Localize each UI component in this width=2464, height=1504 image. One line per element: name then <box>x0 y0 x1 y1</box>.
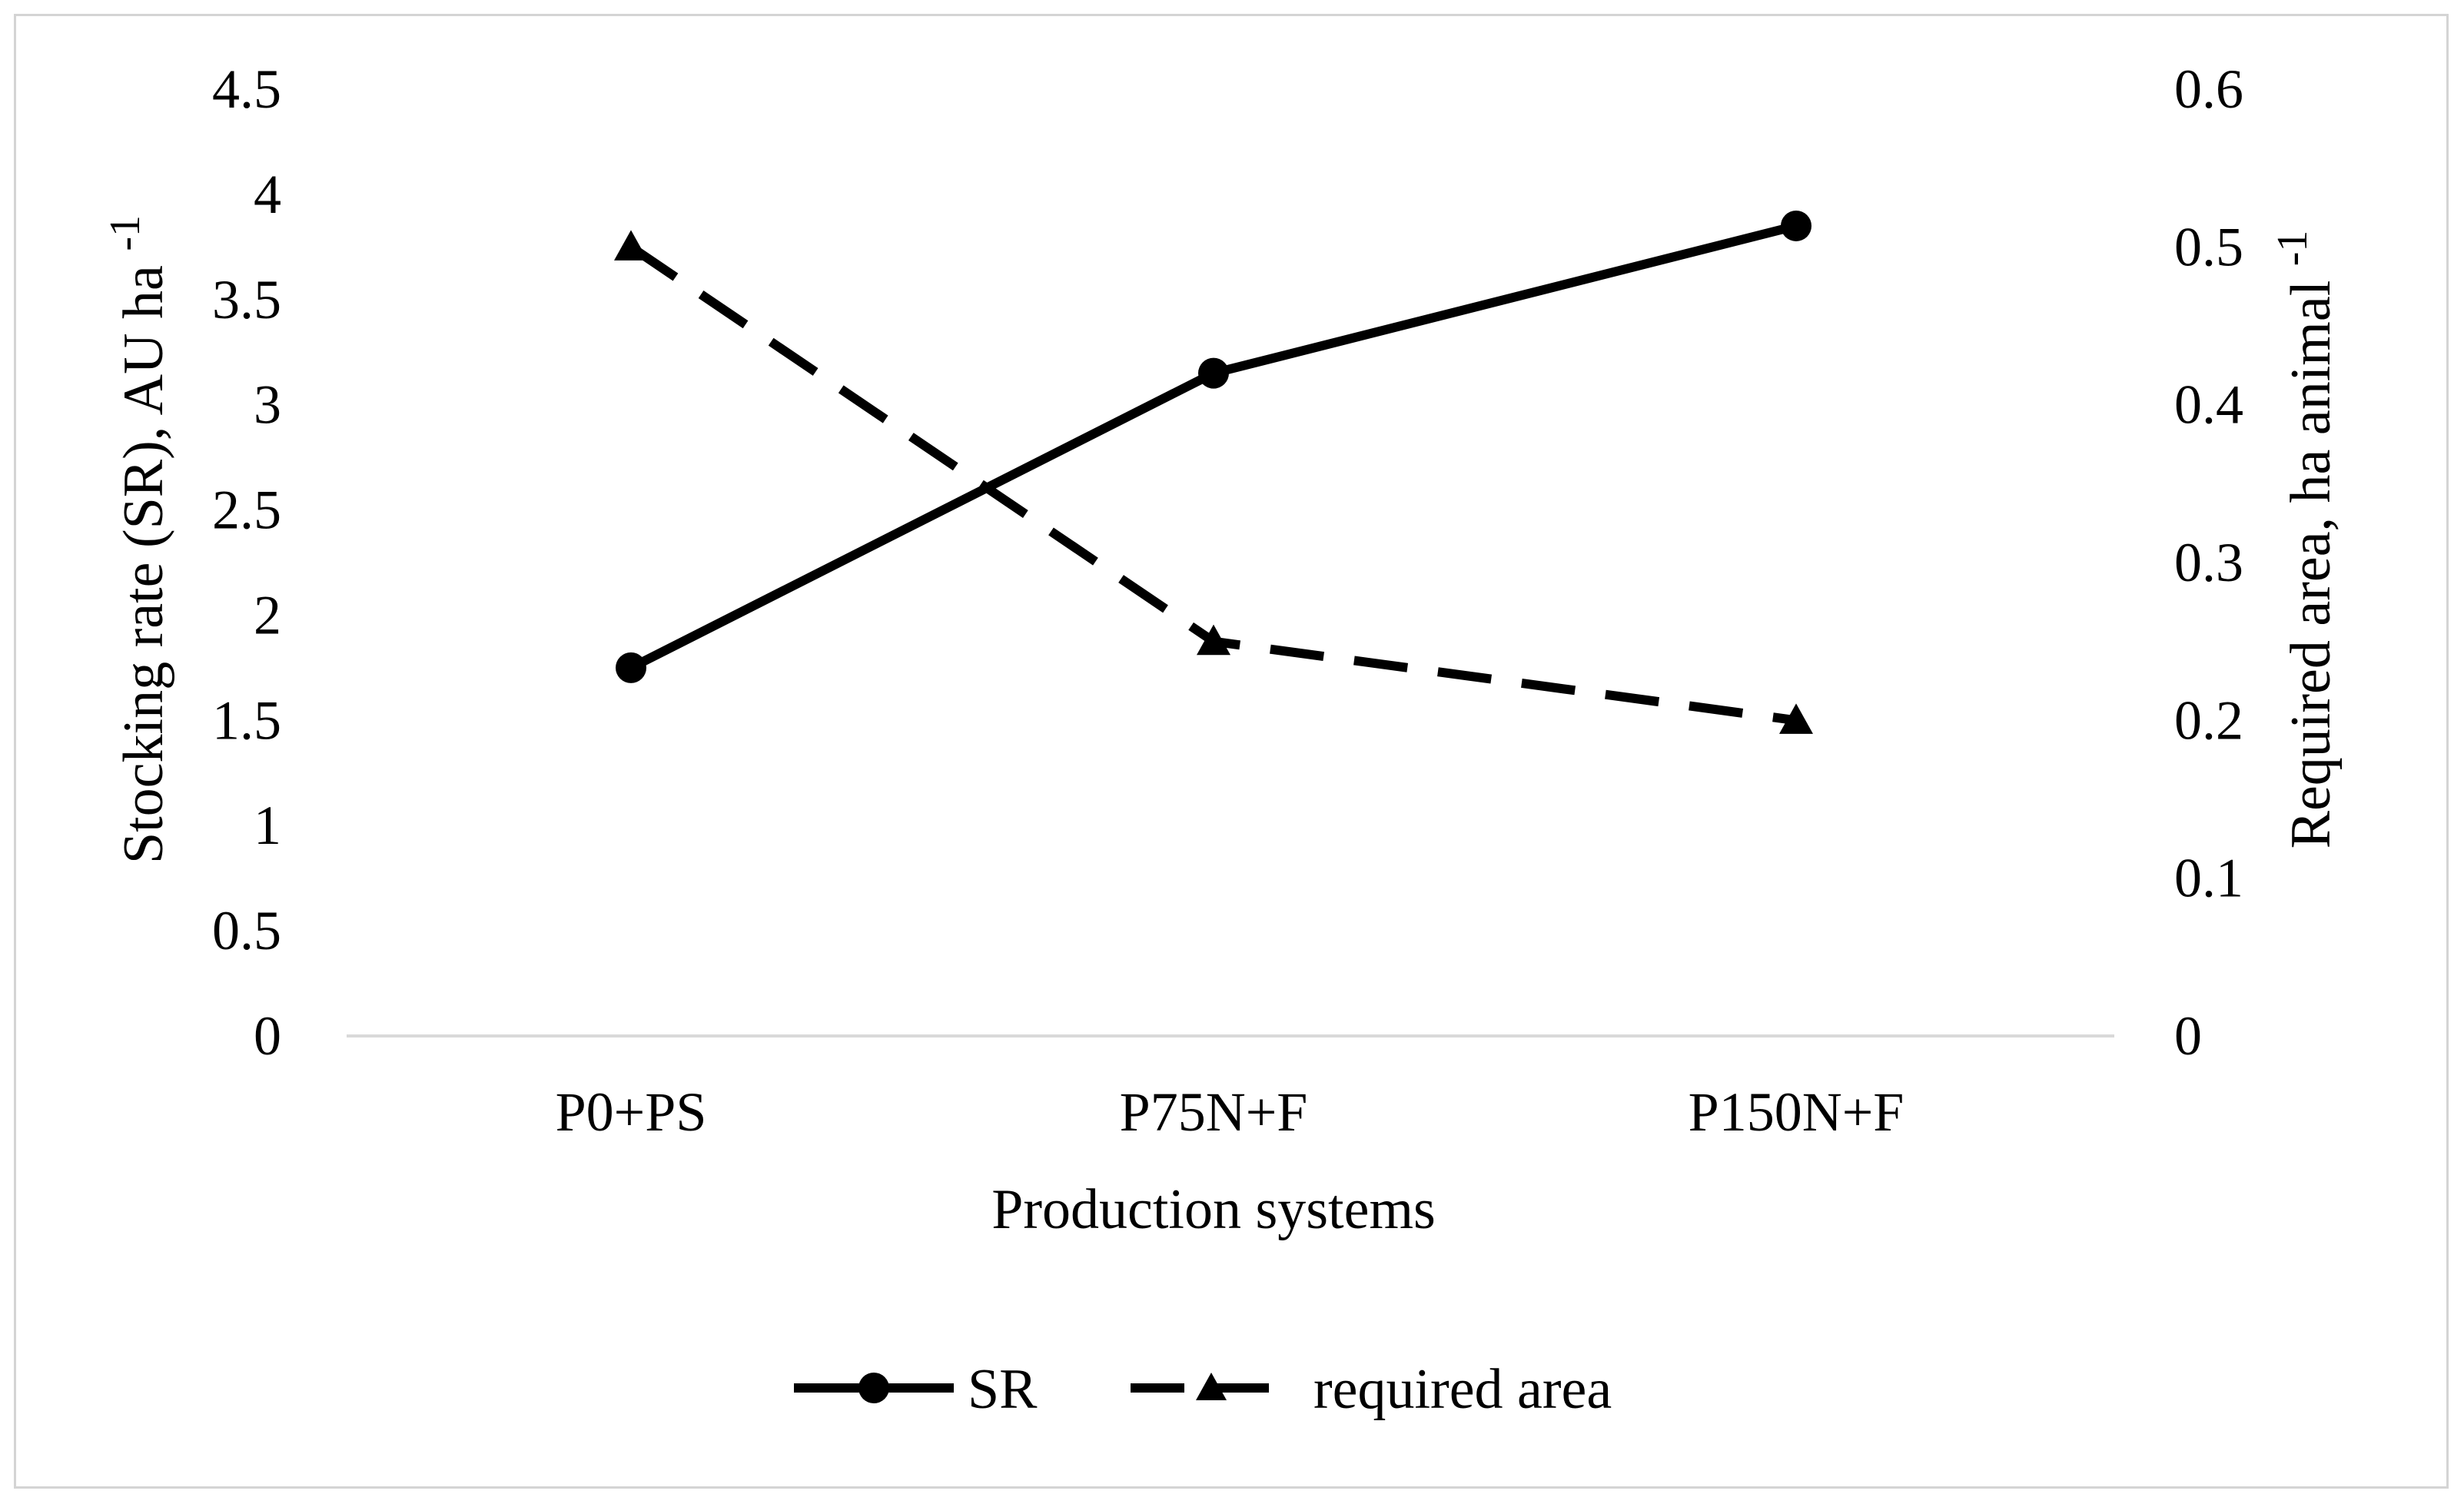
left-y-tick-label: 2 <box>254 584 281 646</box>
right-y-axis-title-main: Required area, ha animal <box>2280 281 2343 849</box>
left-y-axis-title: Stocking rate (SR), AU ha -1 <box>101 215 175 864</box>
left-y-tick-label: 0 <box>254 1005 281 1067</box>
left-y-tick-label: 4 <box>254 164 281 225</box>
right-y-tick-label: 0 <box>2174 1005 2202 1067</box>
left-y-tick-label: 3.5 <box>212 269 281 330</box>
data-point-triangle <box>1197 624 1230 656</box>
x-axis-categories: P0+PS P75N+F P150N+F <box>556 1081 1904 1143</box>
right-y-tick-label: 0.1 <box>2174 848 2243 909</box>
data-point-circle <box>1198 357 1229 389</box>
right-y-tick-label: 0.6 <box>2174 58 2243 120</box>
chart: 0 0.5 1 1.5 2 2.5 3 3.5 4 4.5 0 0.1 0.2 0.3 0.4 0.5 0.6… <box>101 58 2343 1421</box>
series-layer <box>614 210 1813 734</box>
data-point-circle <box>616 652 646 683</box>
x-category-label: P150N+F <box>1689 1081 1904 1143</box>
legend-swatch-area-marker <box>1196 1373 1227 1400</box>
legend-label-sr: SR <box>968 1358 1038 1421</box>
left-y-tick-label: 2.5 <box>212 480 281 541</box>
right-y-axis-title: Required area, ha animal -1 <box>2269 231 2343 849</box>
left-y-axis-title-main: Stocking rate (SR), AU ha <box>112 265 175 864</box>
left-y-tick-label: 1.5 <box>212 689 281 751</box>
right-y-tick-label: 0.3 <box>2174 532 2243 593</box>
right-y-tick-label: 0.2 <box>2174 689 2243 751</box>
legend-swatch-sr-marker <box>858 1373 889 1403</box>
x-category-label: P0+PS <box>556 1081 707 1143</box>
data-point-circle <box>1781 210 1811 241</box>
right-y-tick-label: 0.5 <box>2174 216 2243 277</box>
series-line <box>629 221 1798 672</box>
data-point-triangle <box>614 230 648 261</box>
data-point-triangle <box>1779 703 1813 734</box>
legend: SR required area <box>794 1358 1612 1421</box>
chart-frame: 0 0.5 1 1.5 2 2.5 3 3.5 4 4.5 0 0.1 0.2 0.3 0.4 0.5 0.6… <box>14 14 2449 1489</box>
series-required-area <box>614 230 1813 734</box>
legend-label-required-area: required area <box>1313 1358 1612 1421</box>
x-axis-title: Production systems <box>991 1178 1436 1241</box>
left-y-tick-label: 4.5 <box>212 58 281 120</box>
right-y-axis-title-sup: -1 <box>2269 231 2316 267</box>
left-y-axis-title-sup: -1 <box>101 215 149 251</box>
x-category-label: P75N+F <box>1120 1081 1308 1143</box>
left-y-tick-label: 0.5 <box>212 900 281 961</box>
left-y-tick-label: 3 <box>254 374 281 436</box>
right-y-tick-label: 0.4 <box>2174 374 2243 436</box>
right-y-axis-ticks: 0 0.1 0.2 0.3 0.4 0.5 0.6 <box>2174 58 2243 1067</box>
left-y-tick-label: 1 <box>254 795 281 856</box>
left-y-axis-ticks: 0 0.5 1 1.5 2 2.5 3 3.5 4 4.5 <box>212 58 281 1067</box>
series-sr <box>616 210 1811 683</box>
